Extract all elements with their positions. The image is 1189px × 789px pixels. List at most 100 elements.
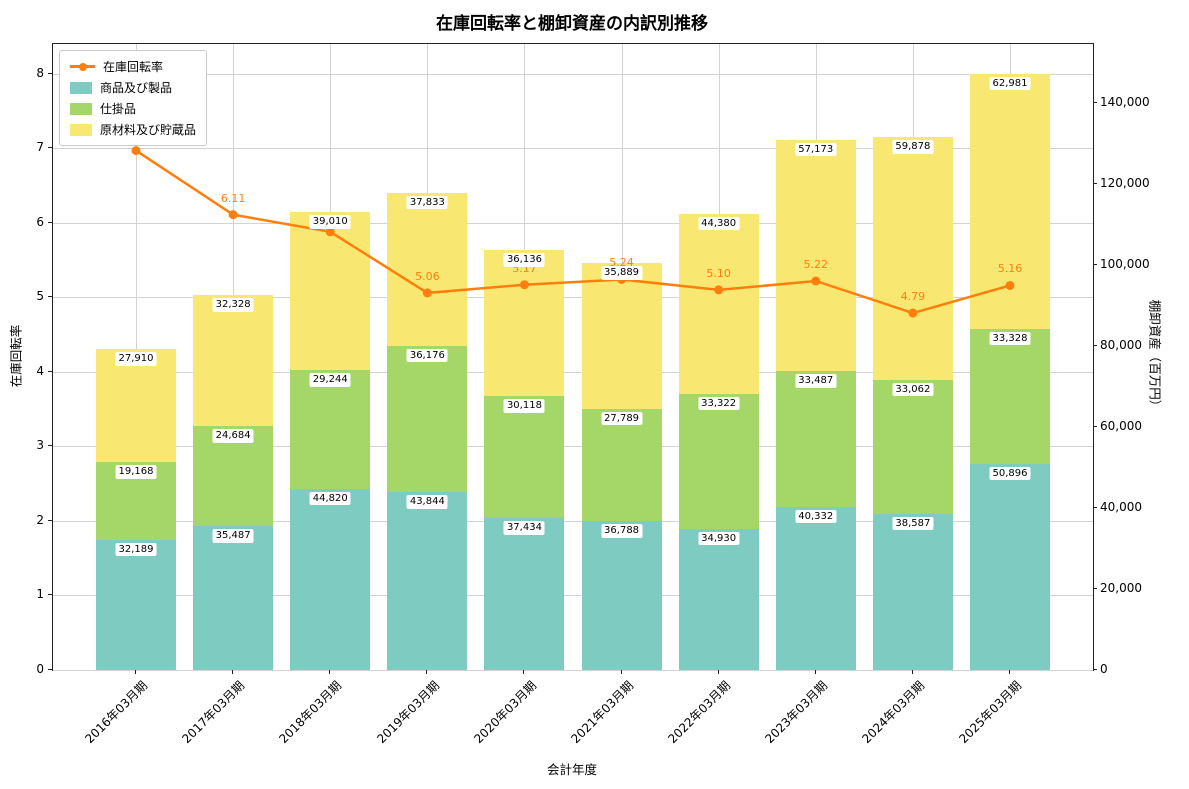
bar-value-label: 44,820 (309, 491, 351, 506)
y-right-tick-mark (1093, 588, 1097, 590)
x-tick-mark (135, 670, 136, 674)
x-tick-mark (232, 670, 234, 674)
chart-title: 在庫回転率と棚卸資産の内訳別推移 (436, 14, 708, 34)
y-left-tick-mark (48, 519, 52, 521)
legend-line-swatch (70, 62, 95, 71)
legend-item-label: 仕掛品 (100, 102, 137, 116)
bar-value-label: 39,010 (309, 215, 351, 229)
bar-value-label: 32,189 (115, 542, 157, 557)
y-right-tick-label: 20,000 (1100, 581, 1142, 596)
bar-value-label: 34,930 (698, 531, 740, 546)
gridline-horizontal (53, 446, 1093, 448)
bar-segment (290, 488, 371, 670)
plot-area: 在庫回転率商品及び製品 仕掛品原材料及び貯蔵品 32,189 19,168 27,91… (52, 43, 1094, 671)
y-left-tick-label: 8 (36, 65, 44, 80)
y-left-tick-label: 2 (36, 512, 44, 527)
x-axis-label: 会計年度 (546, 762, 597, 777)
y-right-tick-label: 80,000 (1100, 338, 1142, 353)
gridline-horizontal (53, 520, 1093, 522)
y-left-tick-mark (48, 147, 52, 149)
line-value-label: 4.79 (900, 290, 926, 304)
x-tick-label: 2023年03月期 (762, 678, 831, 747)
y-right-tick-mark (1093, 183, 1097, 185)
bar-value-label: 35,889 (601, 266, 643, 280)
bar-value-label: 62,981 (989, 76, 1031, 91)
y-right-tick-label: 100,000 (1100, 257, 1150, 272)
x-tick-label: 2020年03月期 (471, 678, 539, 747)
bar-segment (96, 349, 176, 463)
bar-segment (193, 295, 274, 427)
legend: 在庫回転率商品及び製品 仕掛品原材料及び貯蔵品 (59, 50, 208, 146)
bar-segment (290, 370, 371, 489)
bar-segment (872, 379, 953, 514)
y-left-tick-mark (48, 72, 52, 74)
bar-value-label: 30,118 (503, 399, 545, 413)
bar-value-label: 27,789 (601, 411, 643, 426)
bar-segment (581, 408, 662, 522)
bar-value-label: 35,487 (212, 529, 254, 543)
y-left-tick-mark (48, 594, 52, 596)
bar-segment (193, 426, 274, 527)
legend-item-label: 原材料及び貯蔵品 (100, 123, 197, 137)
line-value-label: 5.10 (706, 266, 731, 280)
bar-segment (872, 137, 953, 380)
y-right-tick-mark (1093, 264, 1097, 266)
x-tick-mark (329, 670, 331, 674)
bar-segment (581, 521, 662, 670)
bar-segment (290, 212, 371, 371)
legend-item: 原材料及び貯蔵品 (70, 119, 196, 140)
x-tick-label: 2025年03月期 (956, 678, 1025, 747)
bar-segment (970, 73, 1050, 329)
bar-value-label: 37,434 (503, 521, 545, 535)
bar-segment (678, 393, 759, 529)
bar-value-label: 27,910 (115, 352, 157, 366)
line-value-label: 5.16 (997, 262, 1023, 276)
gridline-horizontal (53, 670, 1093, 671)
gridline-horizontal (53, 371, 1093, 373)
bar-segment (387, 345, 468, 493)
legend-color-swatch (70, 102, 92, 115)
x-tick-mark (717, 670, 719, 674)
x-tick-label: 2021年03月期 (568, 678, 636, 747)
y-left-axis-label: 在庫回転率 (8, 324, 24, 388)
legend-item-label: 在庫回転率 (103, 60, 164, 74)
bar-value-label: 29,244 (309, 373, 351, 387)
y-left-tick-mark (48, 221, 52, 223)
x-tick-label: 2019年03月期 (373, 678, 442, 747)
bar-value-label: 36,788 (601, 524, 643, 538)
y-left-tick-mark (48, 669, 52, 670)
x-tick-mark (523, 670, 525, 674)
legend-color-swatch (70, 81, 92, 94)
bar-segment (193, 526, 274, 670)
legend-item-label: 商品及び製品 (100, 81, 173, 95)
bar-segment (387, 492, 468, 670)
bar-segment (96, 539, 176, 670)
bar-value-label: 37,833 (406, 195, 448, 210)
legend-color-swatch (70, 123, 92, 136)
bar-value-label: 36,136 (503, 253, 545, 267)
x-tick-mark (426, 670, 428, 674)
bar-value-label: 33,322 (698, 396, 740, 411)
bar-segment (970, 328, 1050, 464)
y-left-tick-label: 5 (36, 289, 44, 304)
y-left-tick-mark (48, 445, 52, 447)
x-tick-mark (911, 670, 913, 674)
bar-segment (872, 513, 953, 670)
line-value-label: 5.06 (415, 269, 440, 283)
bar-value-label: 33,487 (795, 374, 837, 388)
x-tick-label: 2018年03月期 (276, 678, 345, 747)
bar-value-label: 50,896 (989, 466, 1031, 481)
bar-value-label: 38,587 (892, 516, 934, 531)
bar-segment (484, 396, 565, 519)
y-left-tick-label: 7 (36, 140, 44, 155)
y-left-tick-mark (48, 370, 52, 372)
line-value-label: 5.22 (803, 257, 829, 271)
bar-segment (484, 518, 565, 670)
line-value-label: 6.11 (220, 191, 246, 205)
gridline-horizontal (53, 148, 1093, 150)
bar-segment (775, 139, 856, 372)
bar-value-label: 19,168 (115, 465, 157, 479)
legend-marker-dot (78, 62, 87, 71)
bar-segment (581, 263, 662, 409)
